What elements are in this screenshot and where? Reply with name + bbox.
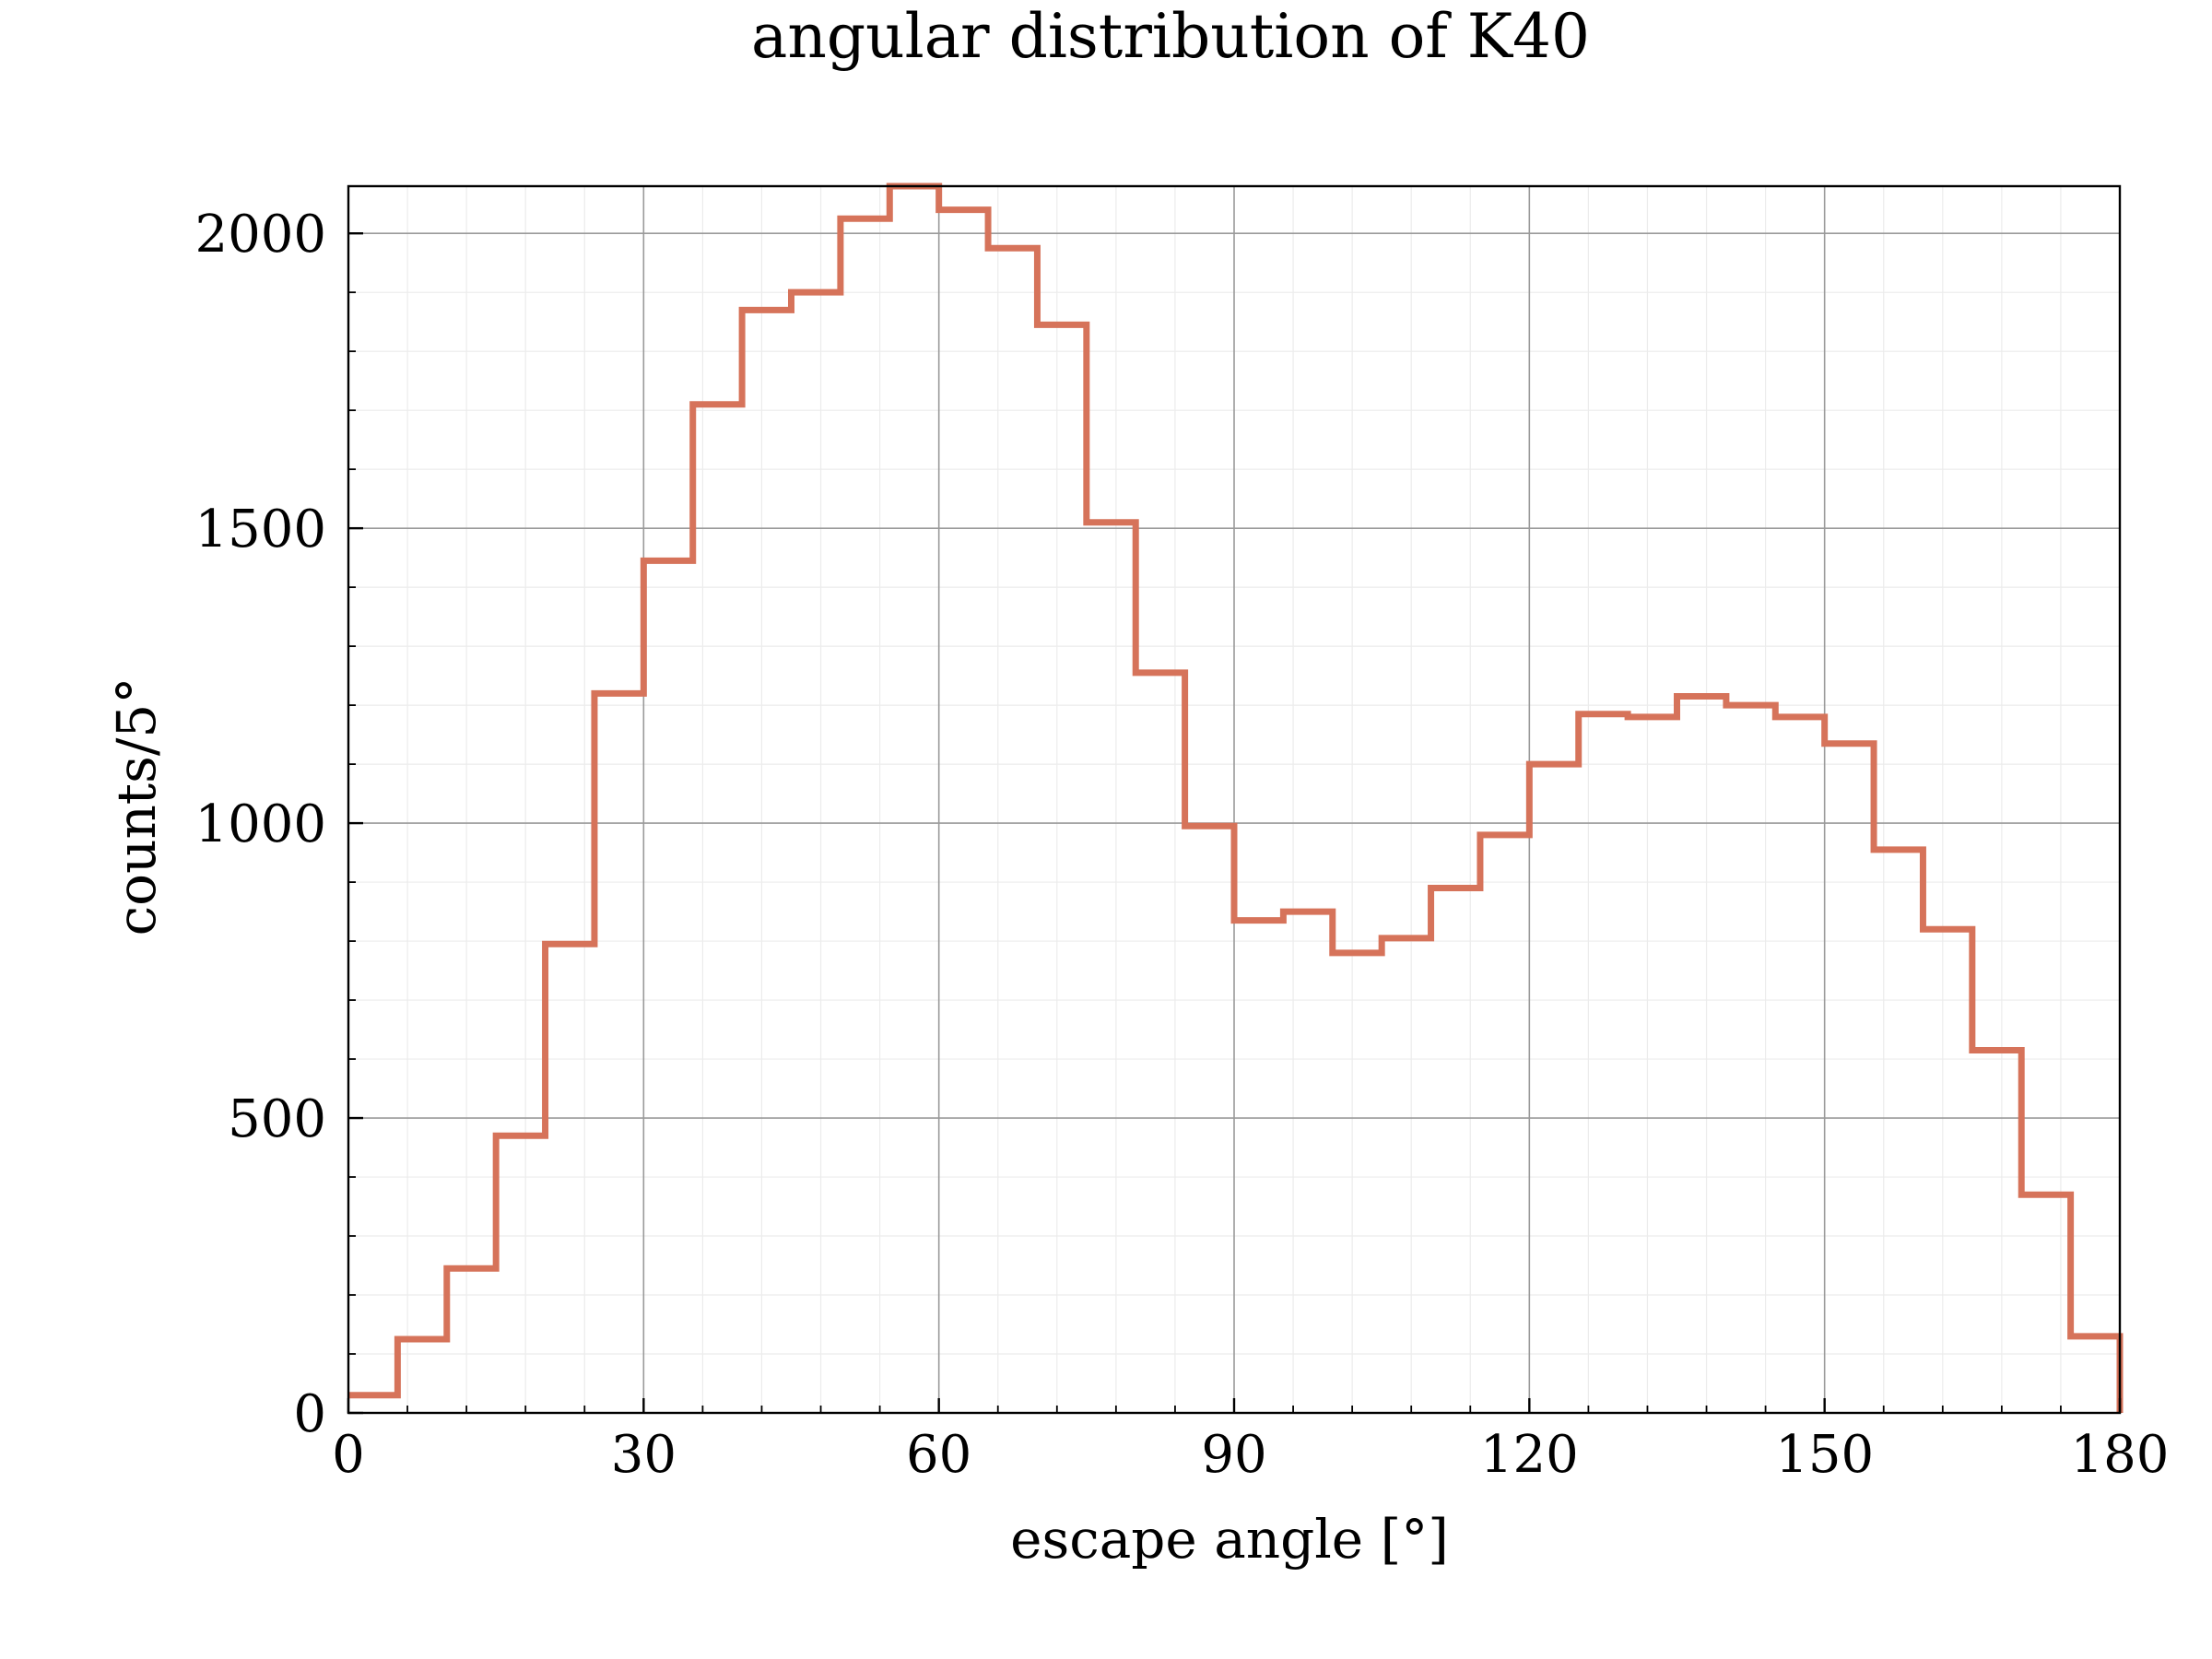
- x-tick-label: 30: [611, 1425, 677, 1485]
- histogram-step-line: [348, 182, 2124, 1413]
- y-tick-label: 500: [228, 1089, 326, 1149]
- x-tick-label: 180: [2071, 1425, 2170, 1485]
- x-tick-label: 90: [1201, 1425, 1266, 1485]
- y-tick-label: 1000: [194, 794, 326, 854]
- x-tick-label: 150: [1775, 1425, 1874, 1485]
- x-tick-label: 120: [1480, 1425, 1579, 1485]
- x-tick-label: 60: [906, 1425, 971, 1485]
- x-axis-label: escape angle [°]: [1010, 1508, 1449, 1571]
- axis-ticks: [347, 231, 2122, 1415]
- y-tick-labels: 0 500 1000 1500 2000: [194, 205, 326, 1444]
- y-tick-label: 1500: [194, 500, 326, 559]
- major-gridlines: [348, 186, 2120, 1413]
- chart-title: angular distribution of K40: [751, 1, 1590, 72]
- x-tick-labels: 0 30 60 90 120 150 180: [332, 1425, 2169, 1485]
- y-axis-label: counts/5°: [105, 677, 168, 936]
- x-tick-label: 0: [332, 1425, 365, 1485]
- y-tick-label: 0: [293, 1384, 326, 1444]
- y-tick-label: 2000: [194, 205, 326, 265]
